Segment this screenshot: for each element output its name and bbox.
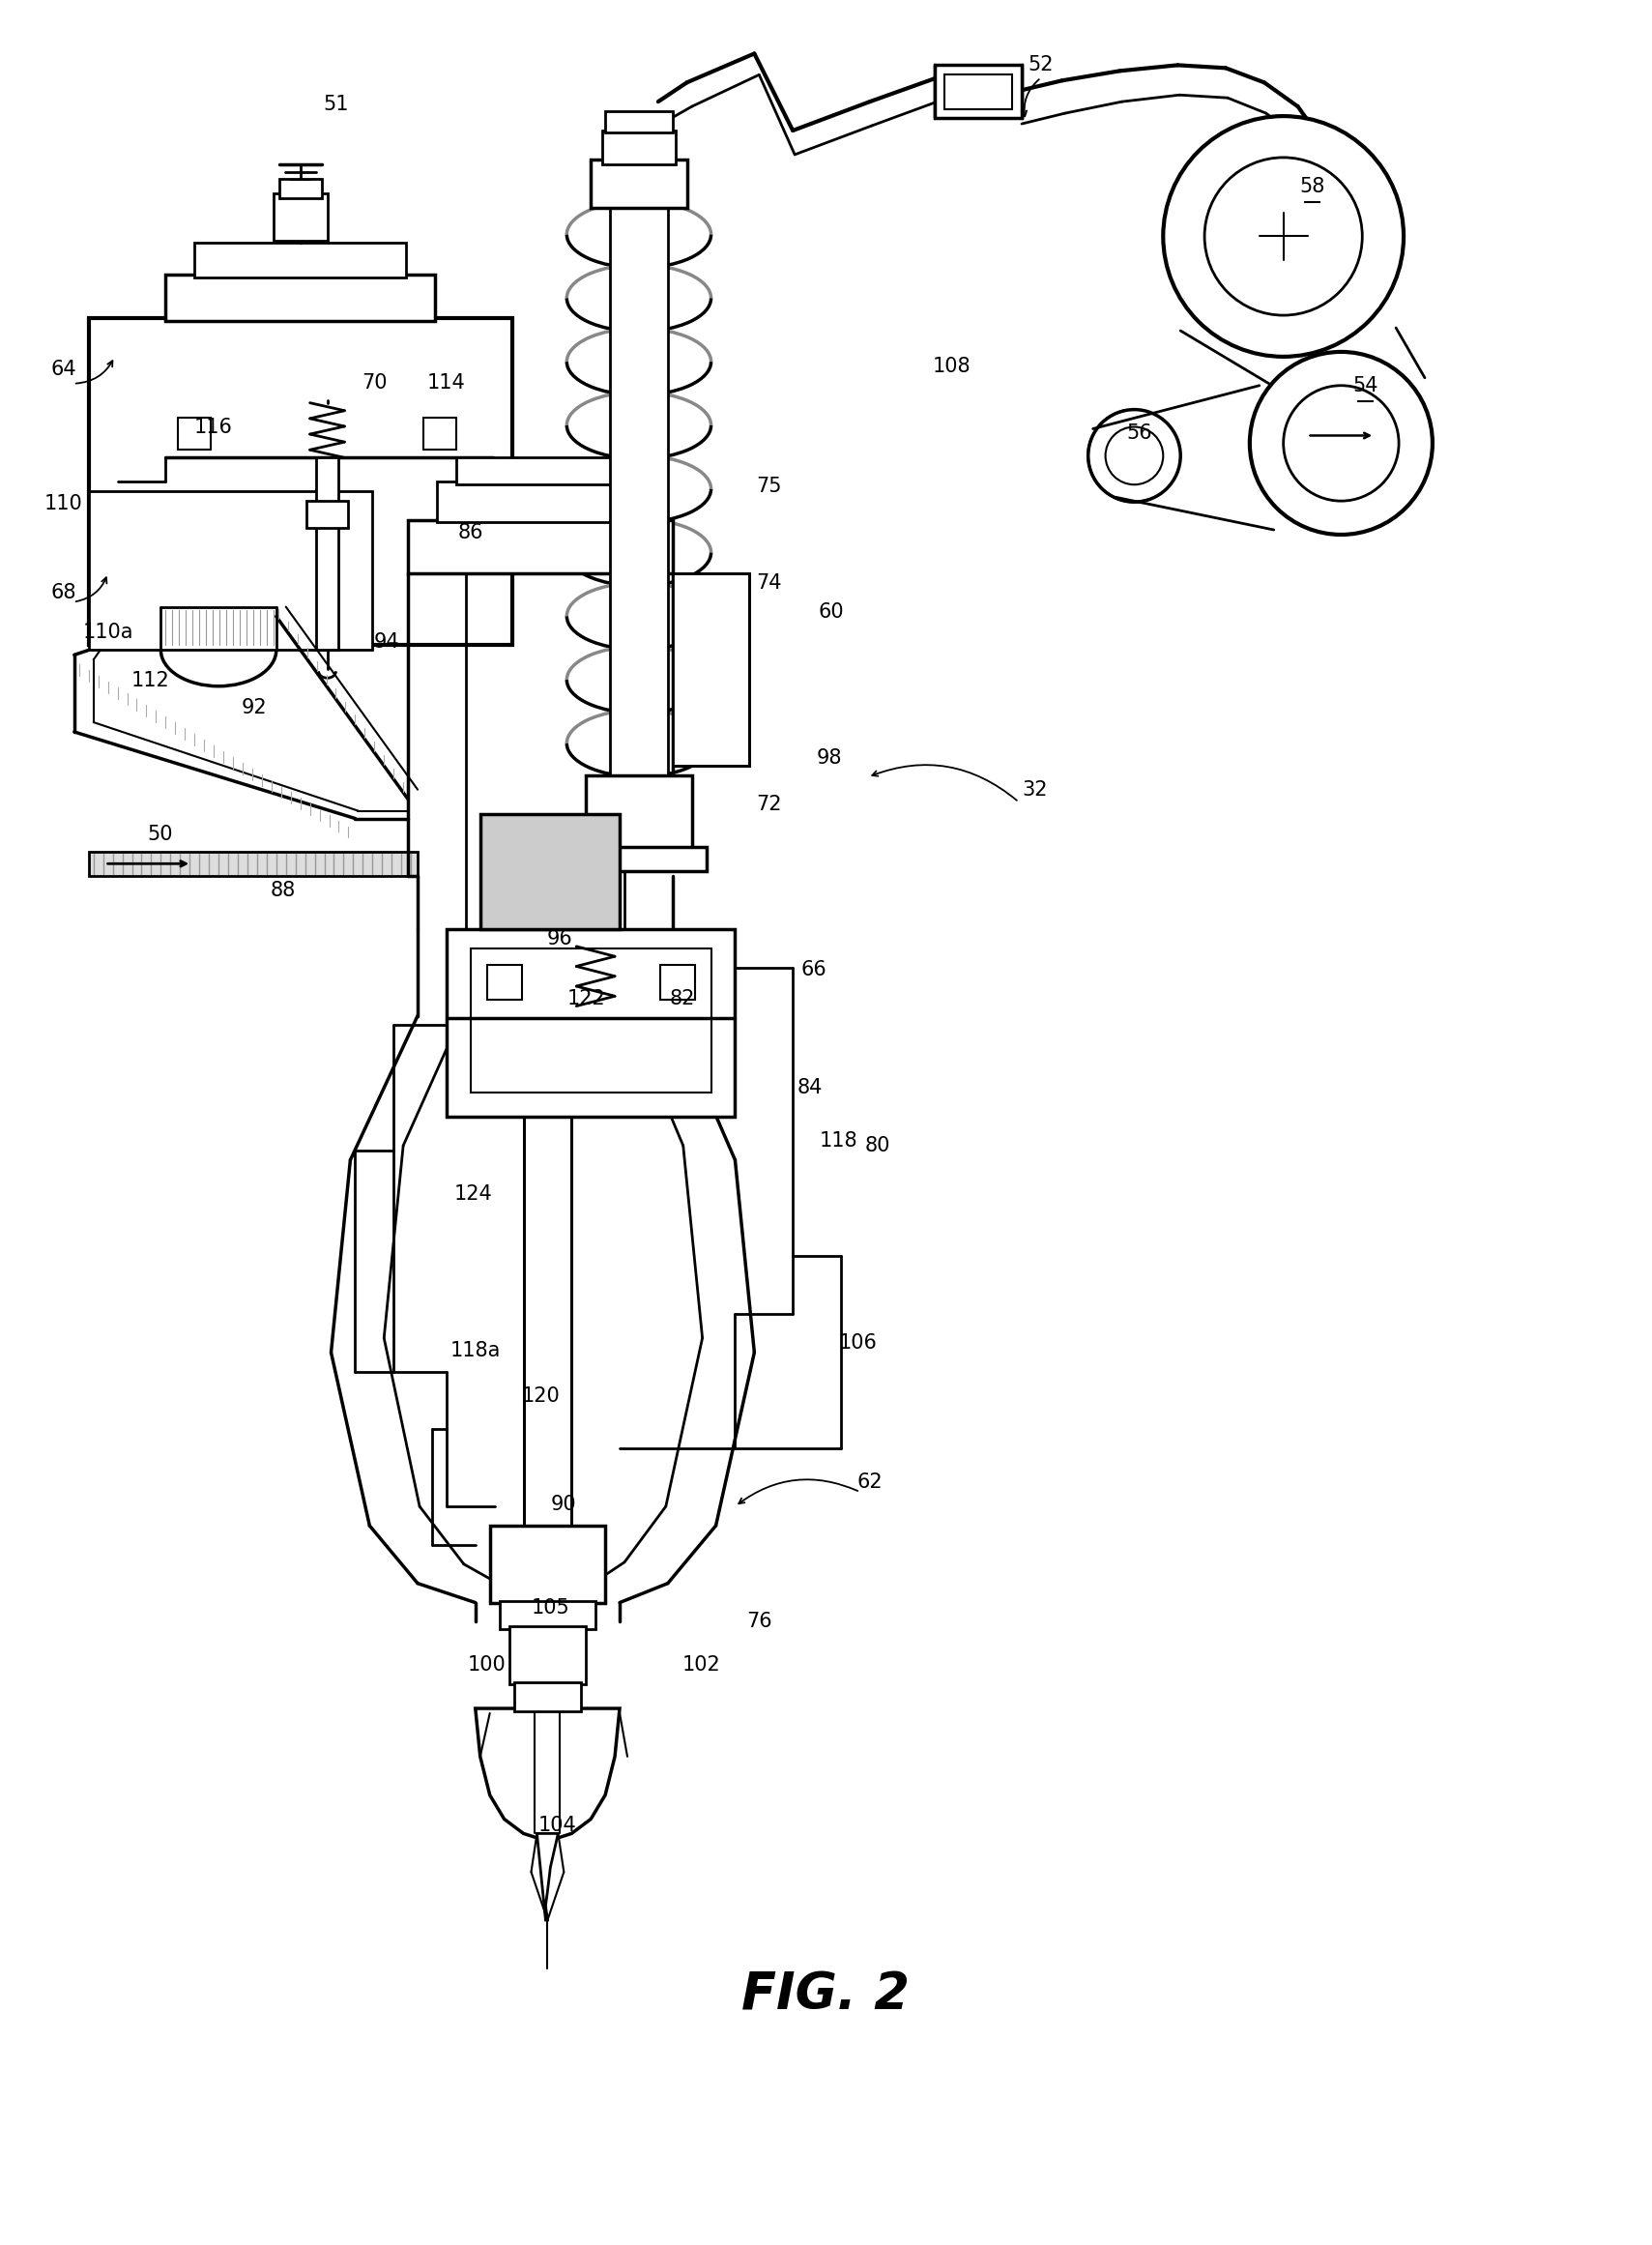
Text: 112: 112 <box>131 671 170 691</box>
Bar <box>610 202 667 775</box>
Bar <box>605 112 672 132</box>
Bar <box>279 180 322 198</box>
Text: 58: 58 <box>1300 177 1325 195</box>
Text: 62: 62 <box>857 1473 882 1493</box>
Bar <box>499 1601 596 1630</box>
Text: 74: 74 <box>757 572 781 593</box>
Polygon shape <box>476 1708 620 1841</box>
Text: 118: 118 <box>819 1131 857 1149</box>
Text: 76: 76 <box>747 1612 771 1632</box>
Bar <box>945 74 1013 110</box>
Text: 120: 120 <box>522 1385 560 1405</box>
Bar <box>586 775 692 853</box>
Bar <box>591 159 687 207</box>
Text: 122: 122 <box>567 988 605 1008</box>
Circle shape <box>1089 409 1181 503</box>
Text: 118a: 118a <box>449 1340 501 1360</box>
Bar <box>514 1682 582 1711</box>
Bar <box>436 483 644 523</box>
Text: 80: 80 <box>864 1136 890 1156</box>
Text: 90: 90 <box>552 1495 577 1513</box>
Text: 94: 94 <box>373 633 400 651</box>
Text: 96: 96 <box>547 929 573 947</box>
Text: 75: 75 <box>757 476 781 496</box>
Circle shape <box>1204 157 1363 314</box>
Text: 124: 124 <box>454 1183 492 1203</box>
Text: 98: 98 <box>816 748 843 768</box>
Bar <box>603 130 676 164</box>
Bar <box>935 65 1021 119</box>
Text: 60: 60 <box>818 602 844 622</box>
Bar <box>471 947 710 1093</box>
Bar <box>672 572 750 766</box>
Text: 54: 54 <box>1353 375 1378 395</box>
Text: 52: 52 <box>1028 56 1054 74</box>
Text: 108: 108 <box>932 357 971 375</box>
Text: 100: 100 <box>468 1655 506 1675</box>
Bar <box>572 846 707 871</box>
Bar <box>165 274 434 321</box>
Text: 56: 56 <box>1127 424 1151 442</box>
Bar <box>489 1527 605 1603</box>
Text: 84: 84 <box>798 1078 823 1098</box>
Bar <box>423 418 456 449</box>
Bar <box>273 193 327 240</box>
Text: 110a: 110a <box>83 624 134 642</box>
Bar <box>509 1628 586 1684</box>
Text: 66: 66 <box>801 961 828 979</box>
Text: 110: 110 <box>45 494 83 514</box>
Text: 51: 51 <box>324 94 349 114</box>
Bar <box>306 501 349 528</box>
Circle shape <box>1284 386 1399 501</box>
Bar <box>446 929 735 1116</box>
Text: FIG. 2: FIG. 2 <box>742 1971 910 2020</box>
Text: 102: 102 <box>682 1655 720 1675</box>
Text: 106: 106 <box>839 1334 877 1351</box>
Text: 105: 105 <box>532 1598 570 1616</box>
Circle shape <box>1163 117 1404 357</box>
Bar <box>195 242 406 278</box>
Text: 32: 32 <box>1023 779 1047 799</box>
Text: 72: 72 <box>757 795 781 813</box>
Bar <box>316 458 339 651</box>
Bar <box>408 521 672 572</box>
Text: 88: 88 <box>271 880 296 900</box>
Bar <box>89 853 418 876</box>
Bar <box>481 813 620 929</box>
Bar <box>661 965 695 999</box>
Bar <box>487 965 522 999</box>
Polygon shape <box>537 1834 558 1919</box>
Text: 70: 70 <box>362 373 387 393</box>
Text: 82: 82 <box>669 988 695 1008</box>
Bar <box>456 458 624 485</box>
Bar <box>89 492 372 651</box>
Text: 104: 104 <box>539 1816 577 1836</box>
Text: 114: 114 <box>428 373 466 393</box>
Text: 92: 92 <box>241 698 268 718</box>
Text: 64: 64 <box>51 359 76 379</box>
Text: 116: 116 <box>195 418 233 436</box>
Circle shape <box>1249 352 1432 534</box>
Bar <box>178 418 211 449</box>
Text: 50: 50 <box>147 826 173 844</box>
Text: 68: 68 <box>51 584 76 602</box>
Circle shape <box>1105 427 1163 485</box>
Text: 86: 86 <box>458 523 484 543</box>
Bar <box>89 319 512 644</box>
